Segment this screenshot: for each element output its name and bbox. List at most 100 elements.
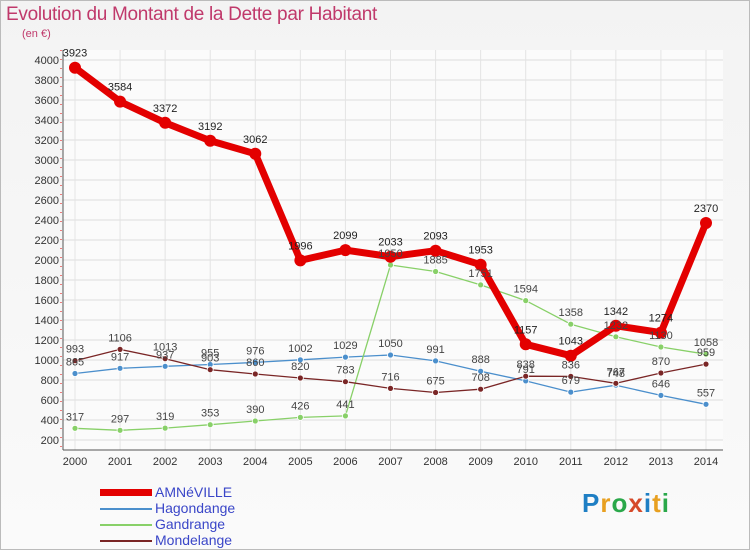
data-label: 888 [471, 354, 489, 366]
data-label: 675 [426, 376, 444, 388]
data-label: 1106 [108, 332, 132, 344]
data-point [432, 268, 439, 275]
data-point [477, 281, 485, 289]
x-tick-label: 2004 [243, 456, 267, 468]
data-label: 390 [246, 404, 264, 416]
data-point [69, 61, 81, 74]
data-point [432, 389, 439, 396]
data-point [522, 372, 530, 380]
data-point [71, 370, 79, 377]
data-label: 3372 [153, 103, 177, 115]
data-point [114, 95, 127, 108]
data-label: 1157 [514, 324, 538, 336]
data-label: 1058 [694, 337, 718, 349]
data-point [432, 357, 439, 365]
data-point [251, 358, 259, 366]
x-tick-label: 2001 [108, 456, 132, 468]
data-label: 955 [201, 348, 219, 360]
y-tick-label: 1400 [35, 315, 59, 327]
data-point [251, 370, 259, 378]
data-label: 903 [201, 353, 219, 365]
data-label: 976 [246, 345, 264, 357]
data-point [657, 343, 665, 351]
data-label: 748 [607, 368, 625, 380]
data-label: 1594 [513, 284, 537, 296]
y-tick-label: 3600 [35, 95, 59, 107]
data-point [702, 350, 710, 358]
data-label: 838 [517, 359, 535, 371]
data-label: 836 [562, 359, 580, 371]
data-point [116, 426, 124, 434]
data-label: 1232 [604, 320, 628, 332]
x-tick-label: 2002 [153, 456, 177, 468]
x-tick-label: 2011 [559, 456, 583, 468]
data-label: 426 [291, 400, 309, 412]
y-tick-label: 800 [41, 375, 59, 387]
data-point [522, 297, 530, 305]
y-tick-label: 4000 [35, 55, 59, 67]
y-tick-label: 3200 [35, 135, 59, 147]
x-tick-label: 2014 [694, 456, 718, 468]
x-tick-label: 2009 [468, 456, 492, 468]
data-label: 317 [66, 411, 84, 423]
data-point [342, 353, 349, 361]
data-point [251, 417, 259, 425]
data-point [567, 388, 575, 396]
x-tick-label: 2000 [63, 456, 87, 468]
data-point [387, 351, 394, 359]
y-tick-label: 600 [41, 395, 59, 407]
data-label: 708 [471, 372, 489, 384]
proxiti-logo: Proxiti [582, 488, 670, 518]
y-tick-label: 1000 [35, 355, 59, 367]
y-tick-label: 2400 [35, 215, 59, 227]
data-point [654, 326, 667, 339]
data-label: 441 [336, 399, 354, 411]
data-point [567, 320, 575, 328]
data-label: 991 [426, 344, 444, 356]
data-point [206, 366, 214, 374]
y-tick-label: 1200 [35, 335, 59, 347]
data-label: 319 [156, 411, 174, 423]
data-label: 860 [246, 357, 264, 369]
data-label: 937 [156, 349, 174, 361]
data-point [249, 147, 262, 160]
data-label: 2370 [694, 203, 718, 215]
data-point [342, 378, 349, 386]
y-axis-unit-label: (en €) [22, 28, 51, 40]
data-point [387, 384, 394, 392]
data-point [612, 333, 620, 341]
data-point [702, 360, 710, 368]
data-point [519, 338, 532, 351]
data-point [700, 217, 712, 229]
y-tick-label: 2600 [35, 195, 59, 207]
data-label: 1996 [288, 240, 312, 252]
data-point [161, 355, 169, 363]
y-tick-label: 400 [41, 415, 59, 427]
x-tick-label: 2013 [649, 456, 673, 468]
data-label: 2033 [378, 237, 402, 249]
data-point [657, 369, 665, 377]
data-label: 870 [652, 356, 670, 368]
y-tick-label: 1800 [35, 275, 59, 287]
legend-swatch [100, 540, 152, 542]
data-label: 297 [111, 413, 129, 425]
y-tick-label: 3000 [35, 155, 59, 167]
data-label: 2093 [423, 231, 447, 243]
data-point [296, 356, 304, 364]
data-label: 917 [111, 351, 129, 363]
data-point [567, 372, 575, 380]
data-point [429, 244, 442, 257]
data-label: 1751 [468, 268, 492, 280]
legend-swatch [100, 508, 152, 510]
x-tick-label: 2012 [604, 456, 628, 468]
data-label: 1050 [378, 338, 402, 350]
data-label: 1002 [288, 343, 312, 355]
data-label: 865 [66, 357, 84, 369]
data-label: 353 [201, 408, 219, 420]
data-point [387, 261, 394, 269]
data-point [206, 421, 214, 429]
data-point [294, 254, 307, 267]
data-label: 1342 [604, 306, 628, 318]
y-tick-label: 2200 [35, 235, 59, 247]
